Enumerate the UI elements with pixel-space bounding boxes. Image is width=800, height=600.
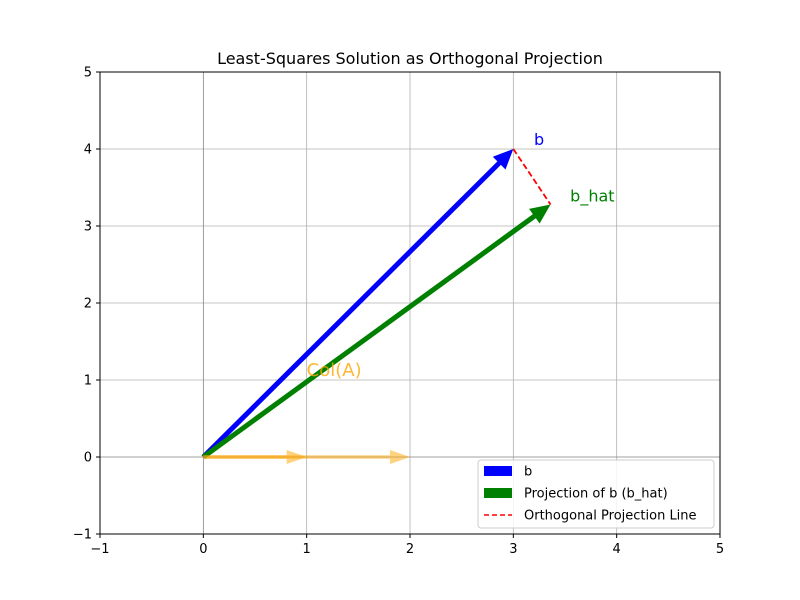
x-tick-label: 3 [509, 542, 517, 557]
y-tick-label: 2 [84, 297, 92, 312]
legend-label: Projection of b (b_hat) [524, 487, 668, 502]
chart-title: Least-Squares Solution as Orthogonal Pro… [217, 49, 603, 68]
x-tick-label: 2 [406, 542, 414, 557]
x-tick-label: 4 [613, 542, 621, 557]
y-tick-label: 0 [84, 451, 92, 466]
x-tick-label: 0 [199, 542, 207, 557]
x-tick-label: −1 [90, 542, 109, 557]
axes: −1 0 1 2 3 4 5 −1 0 1 2 3 4 5 [73, 66, 724, 558]
y-tick-label: −1 [73, 528, 92, 543]
projection-line [512, 148, 552, 205]
y-tick-label: 5 [84, 66, 92, 81]
vector-col-a-2 [203, 450, 410, 464]
vector-label-b_hat: b_hat [570, 186, 614, 206]
legend-swatch [484, 466, 512, 476]
y-tick-label: 3 [84, 220, 92, 235]
legend-label: b [524, 465, 532, 480]
legend-label: Orthogonal Projection Line [524, 509, 697, 524]
legend-swatch [484, 488, 512, 498]
legend: b Projection of b (b_hat) Orthogonal Proje… [477, 459, 715, 529]
x-tick-label: 5 [716, 542, 724, 557]
annotation-col-a: Col(A) [307, 360, 362, 381]
vector-label-b: b [534, 130, 544, 149]
vectors: b b_hat Col(A) [201, 130, 615, 464]
y-tick-label: 1 [84, 374, 92, 389]
vector-b [201, 149, 514, 459]
legend-box [477, 459, 715, 529]
x-tick-label: 1 [303, 542, 311, 557]
vector-b_hat [201, 204, 551, 460]
y-tick-label: 4 [84, 143, 92, 158]
